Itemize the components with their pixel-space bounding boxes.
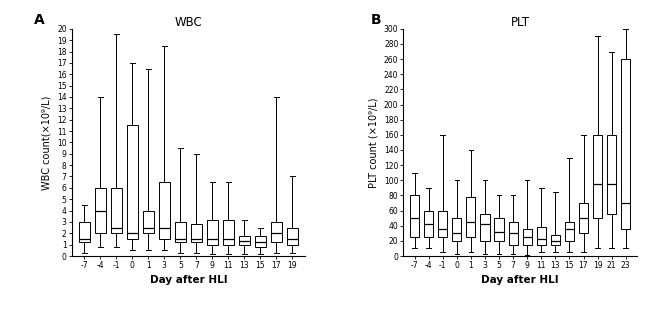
PathPatch shape — [593, 135, 602, 218]
PathPatch shape — [579, 203, 588, 233]
PathPatch shape — [607, 135, 616, 214]
PathPatch shape — [523, 229, 532, 244]
PathPatch shape — [79, 222, 90, 242]
PathPatch shape — [143, 211, 153, 233]
PathPatch shape — [207, 220, 218, 244]
PathPatch shape — [551, 235, 560, 244]
PathPatch shape — [466, 197, 475, 237]
PathPatch shape — [565, 222, 574, 241]
PathPatch shape — [111, 188, 122, 233]
X-axis label: Day after HLI: Day after HLI — [150, 276, 227, 285]
Y-axis label: WBC count(×10⁹/L): WBC count(×10⁹/L) — [42, 95, 51, 189]
PathPatch shape — [452, 218, 462, 241]
Text: A: A — [34, 13, 45, 27]
PathPatch shape — [271, 222, 281, 242]
Y-axis label: PLT count (×10⁹/L): PLT count (×10⁹/L) — [369, 97, 378, 188]
PathPatch shape — [438, 211, 447, 237]
PathPatch shape — [495, 218, 504, 241]
PathPatch shape — [127, 125, 138, 239]
PathPatch shape — [508, 222, 517, 244]
PathPatch shape — [424, 211, 434, 237]
PathPatch shape — [239, 236, 250, 244]
PathPatch shape — [621, 59, 630, 229]
PathPatch shape — [175, 222, 185, 242]
Title: WBC: WBC — [174, 16, 202, 29]
PathPatch shape — [159, 182, 170, 239]
PathPatch shape — [223, 220, 233, 244]
Text: B: B — [370, 13, 382, 27]
Title: PLT: PLT — [511, 16, 530, 29]
PathPatch shape — [287, 228, 298, 244]
PathPatch shape — [95, 188, 105, 233]
PathPatch shape — [410, 196, 419, 237]
X-axis label: Day after HLI: Day after HLI — [482, 276, 559, 285]
PathPatch shape — [255, 236, 266, 247]
PathPatch shape — [191, 224, 202, 242]
PathPatch shape — [480, 214, 489, 241]
PathPatch shape — [537, 227, 546, 244]
